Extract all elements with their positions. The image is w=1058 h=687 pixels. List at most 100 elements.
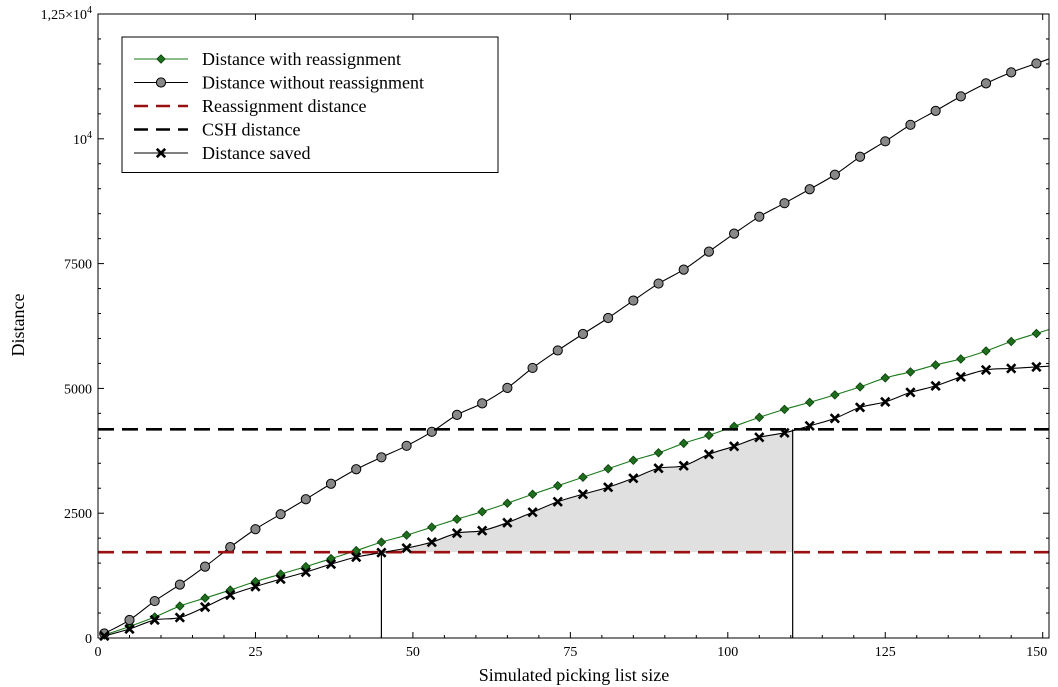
legend-label: CSH distance — [202, 120, 301, 140]
data-point — [880, 396, 891, 408]
data-point — [578, 472, 588, 483]
data-point — [552, 480, 563, 491]
legend-label: Distance saved — [202, 143, 310, 163]
data-point — [376, 537, 387, 547]
legend: Distance with reassignment Distance witho… — [121, 36, 499, 173]
data-point — [502, 517, 513, 528]
legend-label: Reassignment distance — [202, 96, 366, 116]
data-point — [325, 558, 337, 570]
legend-label: Distance without reassignment — [202, 73, 424, 93]
data-point — [1006, 67, 1017, 78]
data-point — [779, 404, 790, 415]
data-point — [451, 528, 463, 539]
data-point — [124, 623, 135, 635]
data-point — [300, 566, 311, 578]
data-point — [829, 413, 841, 424]
data-point — [955, 91, 966, 102]
data-point — [552, 496, 563, 507]
data-point — [275, 509, 286, 520]
legend-marker — [155, 77, 167, 88]
data-point — [779, 427, 790, 438]
data-point — [905, 387, 916, 398]
data-point — [728, 441, 740, 452]
data-point — [199, 601, 211, 613]
data-point — [1031, 361, 1042, 373]
legend-entry: Distance without reassignment — [134, 73, 424, 93]
data-point — [804, 420, 815, 431]
data-point — [225, 589, 236, 601]
data-point — [1006, 363, 1017, 374]
data-point — [175, 601, 185, 611]
data-point — [1006, 336, 1016, 347]
data-point — [1031, 58, 1042, 69]
y-tick-label: 2500 — [64, 507, 92, 522]
data-point — [275, 573, 286, 585]
data-point — [956, 354, 966, 364]
legend-marker — [155, 147, 167, 159]
x-tick-label: 0 — [95, 645, 102, 660]
data-point — [678, 460, 689, 471]
data-point — [199, 561, 211, 572]
data-point — [628, 455, 639, 466]
data-point — [401, 530, 412, 540]
legend-marker — [156, 54, 166, 64]
data-point — [527, 507, 538, 518]
legend-label: Distance with reassignment — [202, 49, 401, 69]
series-distance-without-reassignment — [99, 58, 1050, 639]
data-point — [603, 464, 613, 474]
x-tick-label: 25 — [248, 645, 262, 660]
data-point — [804, 184, 815, 195]
data-point — [880, 136, 891, 147]
data-point — [880, 373, 891, 383]
data-point — [477, 525, 488, 536]
data-point — [401, 440, 412, 451]
y-tick-label: 5000 — [64, 382, 92, 397]
data-point — [376, 452, 387, 463]
data-point — [603, 312, 614, 324]
data-point — [653, 448, 664, 458]
data-point — [1031, 328, 1042, 339]
series-distance-with-reassignment — [99, 328, 1050, 640]
legend-entry: Distance saved — [134, 143, 310, 163]
x-tick-label: 150 — [1026, 645, 1047, 660]
axes: 0 25 50 75 100 125 150 0 2500 5000 7500 104 1,25×104 — [41, 5, 1050, 660]
data-point — [653, 463, 664, 474]
data-point — [376, 547, 387, 558]
data-point — [351, 551, 362, 563]
data-point — [200, 593, 210, 603]
data-point — [427, 522, 437, 532]
data-point — [451, 409, 463, 420]
data-point — [250, 581, 261, 592]
data-point — [325, 478, 337, 489]
data-point — [351, 545, 361, 556]
x-tick-label: 50 — [406, 645, 420, 660]
data-point — [149, 614, 160, 626]
data-point — [703, 246, 715, 257]
data-point — [502, 498, 513, 508]
y-tick-label: 7500 — [64, 258, 92, 273]
legend-entry: Distance with reassignment — [134, 49, 401, 69]
x-tick-label: 125 — [875, 645, 896, 660]
data-point — [351, 464, 362, 475]
data-point — [980, 78, 992, 89]
legend-entry: Reassignment distance — [134, 96, 366, 116]
data-point — [981, 346, 991, 356]
data-point — [426, 537, 437, 548]
data-point — [754, 211, 765, 222]
data-point — [577, 328, 589, 340]
data-point — [930, 360, 941, 370]
data-point — [174, 612, 186, 623]
data-point — [527, 489, 538, 499]
data-point — [678, 438, 689, 449]
data-point — [980, 364, 992, 376]
data-point — [174, 579, 185, 590]
data-point — [300, 494, 311, 505]
y-axis-title: Distance — [8, 294, 28, 357]
data-point — [124, 614, 135, 626]
data-point — [628, 473, 639, 484]
plot-frame — [97, 13, 1050, 639]
data-point — [703, 449, 715, 460]
data-point — [527, 362, 538, 374]
data-point — [855, 382, 865, 392]
